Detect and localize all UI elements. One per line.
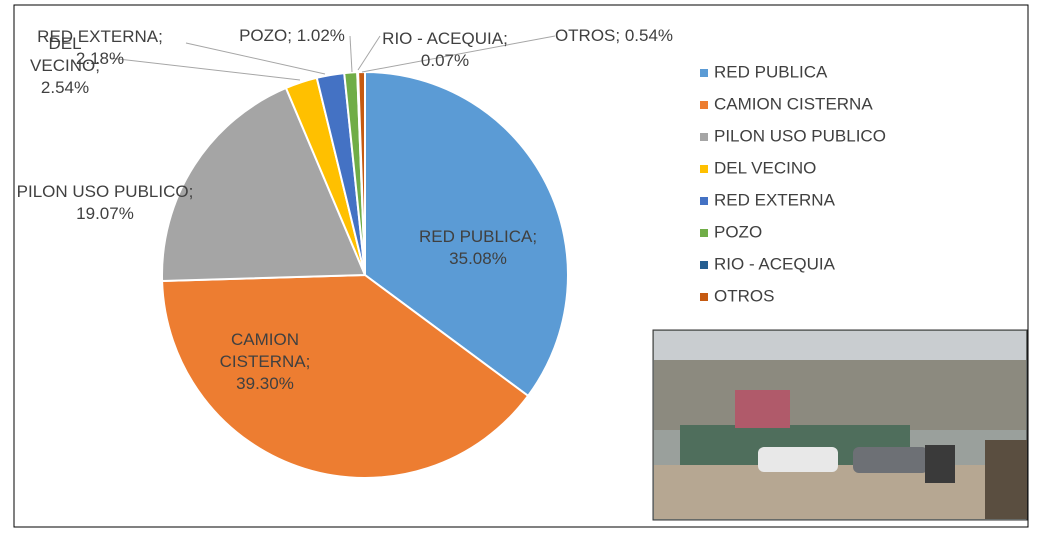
legend-label: DEL VECINO [714, 158, 816, 177]
pie-slice [364, 70, 569, 398]
legend-label: RIO - ACEQUIA [714, 254, 836, 273]
data-label: OTROS; 0.54% [554, 26, 674, 45]
legend-label: RED EXTERNA [714, 190, 836, 209]
leader-lines [109, 35, 556, 81]
data-label: RED PUBLICA; 35.08% [418, 227, 538, 268]
leader-line [109, 57, 301, 81]
pie-slice [161, 273, 530, 479]
legend-swatch [700, 101, 708, 109]
data-label: RED EXTERNA; 2.18% [37, 27, 163, 68]
legend-swatch [700, 293, 708, 301]
data-label: PILON USO PUBLICO; 19.07% [16, 182, 194, 223]
legend-swatch [700, 261, 708, 269]
legend-swatch [700, 133, 708, 141]
legend-swatch [700, 165, 708, 173]
legend-swatch [700, 197, 708, 205]
leader-line [357, 35, 381, 71]
data-label: POZO; 1.02% [239, 26, 345, 45]
legend-label: PILON USO PUBLICO [714, 126, 886, 145]
data-label: RIO - ACEQUIA; 0.07% [382, 29, 508, 70]
data-label: DEL VECINO; 2.54% [30, 34, 100, 97]
leader-line [349, 35, 353, 73]
legend-swatch [700, 229, 708, 237]
legend-label: POZO [714, 222, 762, 241]
pie-slice [161, 86, 367, 283]
legend-swatch [700, 69, 708, 77]
pie-slice [357, 70, 366, 276]
leader-line [361, 35, 556, 73]
legend-label: OTROS [714, 286, 774, 305]
leader-line [185, 42, 326, 75]
legend-label: RED PUBLICA [714, 62, 828, 81]
legend-label: CAMION CISTERNA [714, 94, 873, 113]
data-label: CAMION CISTERNA; 39.30% [219, 330, 311, 393]
